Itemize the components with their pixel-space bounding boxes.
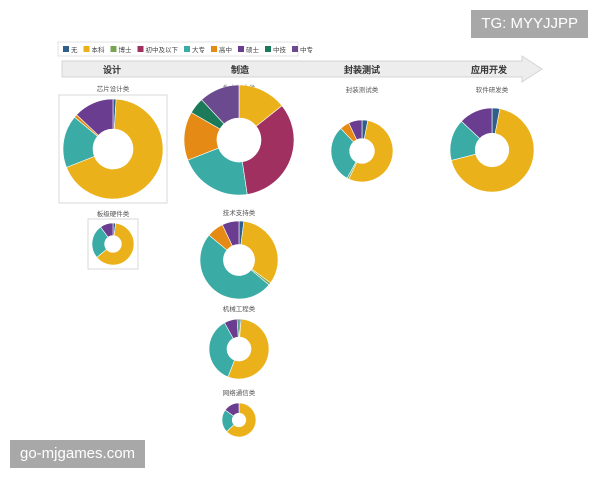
donut-slice — [240, 220, 279, 284]
donut-slice — [236, 318, 240, 338]
stage-label-app-dev: 应用开发 — [471, 64, 508, 76]
donut-slice — [348, 120, 394, 183]
stage-arrow — [61, 55, 543, 83]
donut-slice — [201, 84, 240, 125]
legend-label: 大专 — [192, 45, 206, 54]
legend-label: 硕士 — [246, 45, 260, 54]
chart-frame — [58, 94, 168, 204]
donut-slice — [208, 322, 235, 378]
legend-swatch — [292, 46, 298, 52]
donut-chart: 封装测试类 — [330, 85, 394, 183]
donut-slice — [450, 108, 535, 193]
legend-swatch — [83, 46, 90, 52]
legend-label: 初中及以下 — [146, 45, 179, 54]
stage-label-design: 设计 — [103, 64, 121, 76]
donut-slice — [460, 107, 493, 139]
donut-chart: 技术支持类 — [199, 208, 279, 300]
stage-label-manufacturing: 制造 — [231, 64, 250, 76]
donut-slice — [221, 220, 240, 247]
donut-slice — [66, 98, 164, 200]
chart-frame — [87, 218, 139, 270]
donut-title: 软件研发类 — [476, 85, 509, 94]
legend-label: 中技 — [273, 45, 287, 54]
legend-item: 本科 — [83, 45, 106, 54]
donut-chart: 芯片设计类 — [58, 84, 168, 204]
donut-slice — [199, 234, 270, 300]
legend-item: 博士 — [110, 45, 133, 54]
donut-chart: 网络通信类 — [221, 388, 257, 438]
stage-banner: 设计 制造 封装测试 应用开发 — [61, 55, 543, 83]
donut-slice — [224, 402, 240, 417]
donut-title: 网络通信类 — [223, 388, 256, 397]
legend-label: 本科 — [92, 45, 106, 54]
donut-title: 芯片设计类 — [97, 84, 130, 93]
legend-item: 大专 — [184, 45, 206, 54]
legend-swatch — [137, 46, 144, 52]
legend-label: 无 — [71, 46, 78, 54]
watermark-website: go-mjgames.com — [10, 440, 146, 468]
watermark-telegram: TG: MYYJJPP — [471, 10, 588, 38]
legend-swatch — [184, 46, 190, 52]
legend-swatch — [63, 46, 69, 52]
donut-title: 板级硬件类 — [97, 209, 130, 218]
legend-label: 高中 — [219, 45, 232, 54]
donut-slice — [227, 318, 270, 380]
chart-legend: 无 本科 博士 初中及以下 大专 高中 硕士 中技 中专 — [57, 41, 314, 57]
donut-slice — [76, 98, 114, 136]
legend-item: 初中及以下 — [137, 45, 179, 54]
donut-slice — [348, 119, 363, 141]
donut-slice — [96, 222, 135, 266]
donut-title: 技术支持类 — [223, 208, 256, 217]
stage-label-packaging-test: 封装测试 — [344, 64, 380, 76]
donut-title: 机械工程类 — [223, 304, 256, 313]
legend-item: 高中 — [211, 45, 232, 54]
donut-chart: 板级硬件类 — [87, 209, 139, 270]
donut-slice — [330, 127, 357, 179]
legend-swatch — [265, 46, 271, 52]
donut-title: 封装测试类 — [346, 85, 379, 94]
legend-item: 硕士 — [238, 45, 260, 54]
legend-label: 中专 — [300, 45, 314, 54]
legend-label: 博士 — [119, 45, 133, 54]
donut-slice — [100, 222, 114, 238]
legend-swatch — [211, 46, 217, 52]
donut-slice — [241, 105, 295, 195]
donut-slice — [226, 402, 257, 438]
donut-chart: 生产制造类 — [183, 83, 295, 196]
legend-swatch — [238, 46, 244, 52]
legend-item: 中专 — [292, 45, 314, 54]
legend-item: 中技 — [265, 45, 287, 54]
legend-item: 无 — [63, 46, 78, 54]
legend-swatch — [110, 46, 117, 52]
donut-chart: 软件研发类 — [449, 85, 535, 193]
donut-chart: 机械工程类 — [208, 304, 270, 380]
